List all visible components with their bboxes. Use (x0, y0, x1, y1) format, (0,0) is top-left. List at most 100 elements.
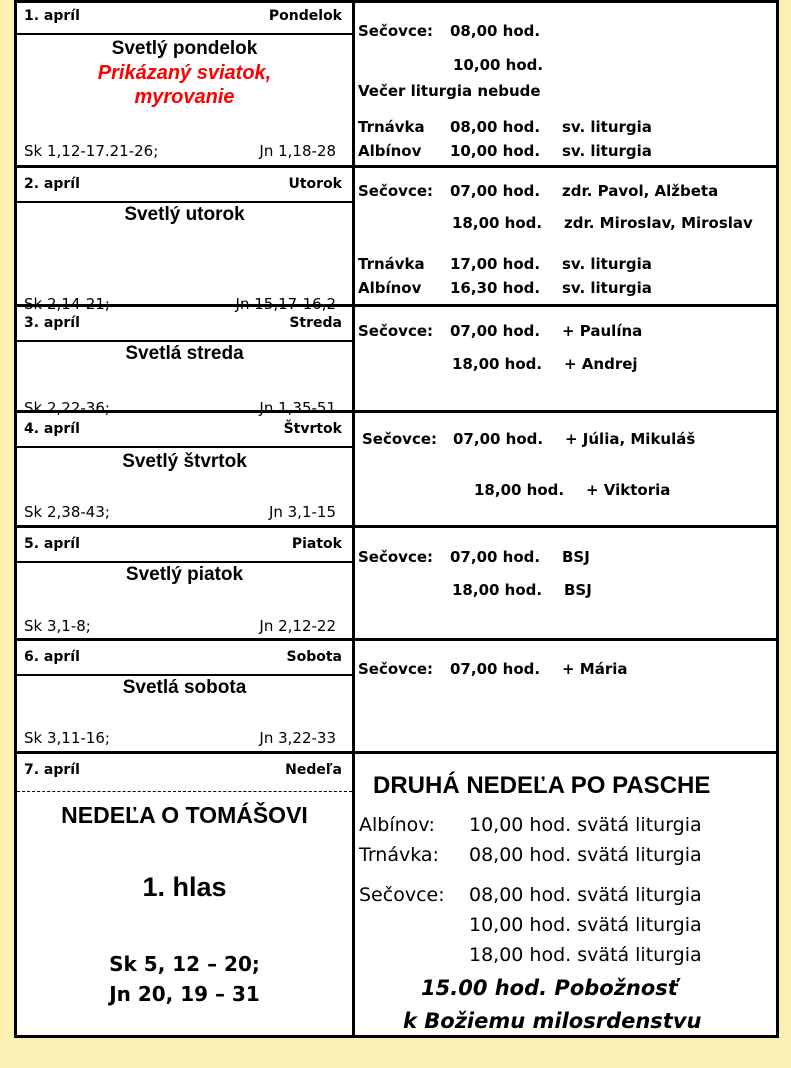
service-place: Trnávka: (359, 844, 439, 866)
service-time: 10,00 hod. (453, 56, 544, 74)
column-divider (352, 413, 355, 525)
service-time: 17,00 hod. (450, 255, 541, 273)
day-header: 6. apríl Sobota (17, 641, 352, 676)
reading-gospel: Jn 3,22-33 (259, 729, 336, 747)
service-intention: + Júlia, Mikuláš (565, 430, 696, 448)
day-row: 5. apríl Piatok Svetlý piatok Sk 3,1-8; Jn 2… (17, 528, 776, 641)
column-divider (352, 528, 355, 638)
service-place: Sečovce: (362, 430, 438, 448)
service-time: 16,30 hod. (450, 279, 541, 297)
service-intention: + Mária (562, 660, 628, 678)
reading-epistle: Sk 1,12-17.21-26; (24, 142, 159, 160)
day-row: 3. apríl Streda Svetlá streda Sk 2,22-36; Jn… (17, 307, 776, 417)
feast-title: Svetlý utorok (124, 204, 245, 225)
feast-title: Svetlý štvrtok (122, 451, 247, 472)
date-label: 7. apríl (24, 762, 80, 778)
service-intention: sv. liturgia (562, 255, 652, 273)
service-intention: + Paulína (562, 322, 643, 340)
weekday-label: Pondelok (268, 8, 342, 24)
service-intention: sv. liturgia (562, 118, 652, 136)
column-divider (352, 754, 355, 1035)
service-intention: zdr. Miroslav, Miroslav (564, 214, 753, 232)
service-place: Sečovce: (359, 884, 445, 906)
feast-title: Svetlá sobota (122, 677, 247, 698)
reading-gospel: Jn 20, 19 – 31 (109, 982, 260, 1006)
service-intention: zdr. Pavol, Alžbeta (562, 182, 719, 200)
service-place: Sečovce: (358, 660, 434, 678)
service-time: 07,00 hod. (450, 182, 541, 200)
tone-label: 1. hlas (142, 872, 227, 902)
feast-title: Svetlý pondelok (111, 38, 258, 59)
service-place: Večer liturgia nebude (358, 82, 541, 100)
service-intention: sv. liturgia (562, 279, 652, 297)
day-header: 3. apríl Streda (17, 307, 352, 342)
service-place: Albínov (358, 279, 422, 297)
day-row: 2. apríl Utorok Svetlý utorok Sk 2,14-21; Jn… (17, 168, 776, 313)
feast-note: Prikázaný sviatok, (97, 62, 272, 84)
column-divider (352, 307, 355, 410)
date-label: 3. apríl (24, 315, 80, 331)
service-place: Albínov (358, 142, 422, 160)
day-row: 1. apríl Pondelok Svetlý pondelok Prikázaný… (17, 0, 776, 168)
schedule-table: 1. apríl Pondelok Svetlý pondelok Prikázaný… (14, 0, 779, 1038)
reading-epistle: Sk 2,38-43; (24, 503, 110, 521)
service-time: 10,00 hod. (450, 142, 541, 160)
service-time: 18,00 hod. svätá liturgia (469, 944, 702, 966)
service-place: Sečovce: (358, 548, 434, 566)
service-place: Trnávka (358, 118, 425, 136)
service-time: 07,00 hod. (453, 430, 544, 448)
day-header: 7. apríl Nedeľa (17, 754, 352, 792)
devotion-line: 15.00 hod. Pobožnosť (421, 976, 678, 1000)
reading-gospel: Jn 1,35-51 (259, 399, 336, 417)
column-divider (352, 641, 355, 751)
service-time: 07,00 hod. (450, 322, 541, 340)
service-time: 08,00 hod. (450, 118, 541, 136)
day-row: 6. apríl Sobota Svetlá sobota Sk 3,11-16; Jn… (17, 641, 776, 754)
service-intention: + Viktoria (586, 481, 671, 499)
day-header: 4. apríl Štvrtok (17, 413, 352, 448)
column-divider (352, 0, 355, 165)
feast-title: Svetlá streda (125, 343, 244, 364)
date-label: 1. apríl (24, 8, 80, 24)
feast-title: Svetlý piatok (125, 564, 244, 585)
service-time: 07,00 hod. (450, 548, 541, 566)
service-time: 18,00 hod. (452, 214, 543, 232)
sunday-heading: DRUHÁ NEDEĽA PO PASCHE (373, 772, 711, 799)
service-time: 07,00 hod. (450, 660, 541, 678)
date-label: 6. apríl (24, 649, 80, 665)
service-place: Sečovce: (358, 322, 434, 340)
feast-note: myrovanie (134, 86, 235, 108)
service-time: 18,00 hod. (452, 581, 543, 599)
service-place: Sečovce: (358, 182, 434, 200)
date-label: 5. apríl (24, 536, 80, 552)
service-time: 08,00 hod. (450, 22, 541, 40)
day-header: 5. apríl Piatok (17, 528, 352, 563)
reading-gospel: Jn 3,1-15 (268, 503, 336, 521)
weekday-label: Piatok (291, 536, 342, 552)
service-intention: BSJ (562, 548, 590, 566)
devotion-line: k Božiemu milosrdenstvu (403, 1009, 702, 1033)
date-label: 2. apríl (24, 176, 80, 192)
weekday-label: Nedeľa (285, 762, 342, 778)
weekday-label: Streda (289, 315, 342, 331)
service-time: 10,00 hod. svätá liturgia (469, 914, 702, 936)
weekday-label: Utorok (288, 176, 342, 192)
service-intention: BSJ (564, 581, 592, 599)
reading-epistle: Sk 3,1-8; (24, 617, 91, 635)
column-divider (352, 168, 355, 304)
reading-epistle: Sk 2,22-36; (24, 399, 110, 417)
service-intention: sv. liturgia (562, 142, 652, 160)
service-time: 08,00 hod. svätá liturgia (469, 884, 702, 906)
sunday-title: NEDEĽA O TOMÁŠOVI (61, 802, 308, 828)
day-row: 4. apríl Štvrtok Svetlý štvrtok Sk 2,38-43;… (17, 413, 776, 528)
service-time: 18,00 hod. (452, 355, 543, 373)
reading-epistle: Sk 2,14-21; (24, 295, 110, 313)
reading-epistle: Sk 5, 12 – 20; (109, 952, 260, 976)
reading-gospel: Jn 1,18-28 (259, 142, 336, 160)
service-place: Trnávka (358, 255, 425, 273)
day-header: 1. apríl Pondelok (17, 0, 352, 35)
service-time: 08,00 hod. svätá liturgia (469, 844, 702, 866)
service-time: 10,00 hod. svätá liturgia (469, 814, 702, 836)
reading-epistle: Sk 3,11-16; (24, 729, 110, 747)
weekday-label: Sobota (286, 649, 342, 665)
